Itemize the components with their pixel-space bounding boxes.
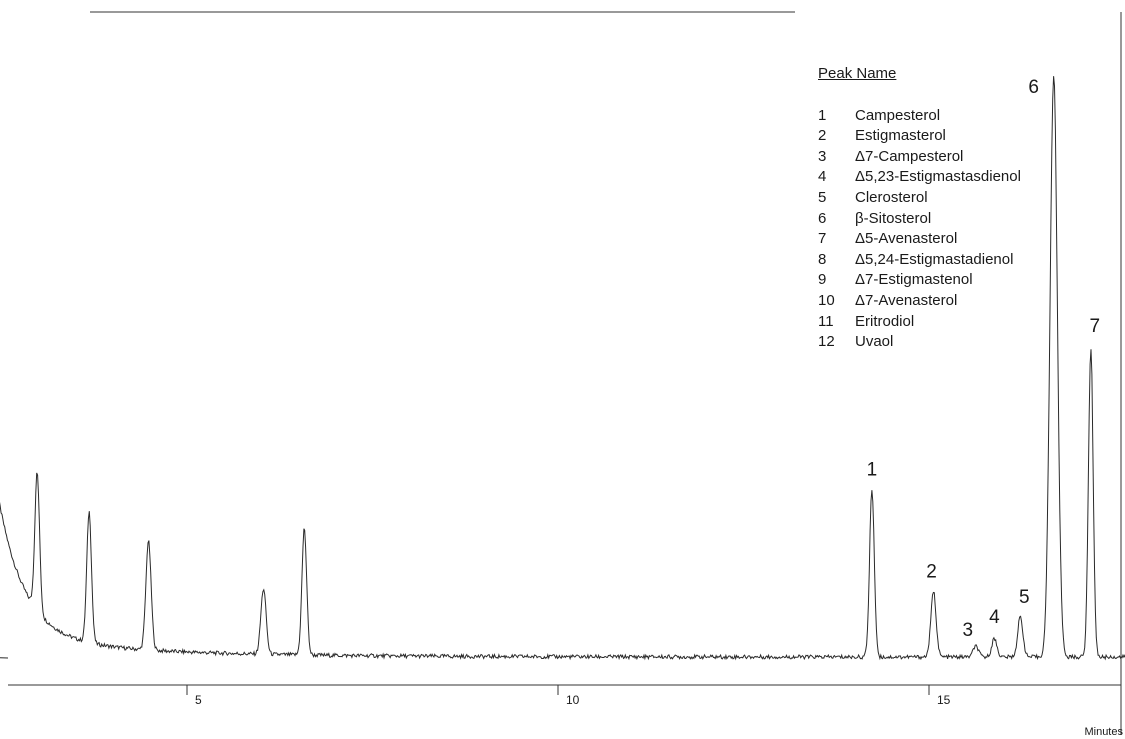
legend-entry-name: Campesterol [855, 106, 941, 124]
legend-entry-number: 3 [818, 147, 827, 165]
legend-entry: 5 Clerosterol [818, 188, 1118, 209]
peak-label-7: 7 [1090, 316, 1101, 337]
legend-entry: 8 Δ5,24-Estigmastadienol [818, 250, 1118, 271]
x-axis-label: Minutes [1084, 726, 1123, 738]
legend-entries: 1 Campesterol 2 Estigmasterol 3 Δ7-Campestero… [818, 106, 1118, 353]
legend-entry-name: Δ7-Avenasterol [855, 291, 958, 309]
legend-entry-number: 2 [818, 127, 827, 145]
legend-title: Peak Name [818, 65, 897, 82]
legend-entry: 7 Δ5-Avenasterol [818, 229, 1118, 250]
legend-entry-number: 6 [818, 209, 827, 227]
legend-entry: 6 β-Sitosterol [818, 209, 1118, 230]
peak-label-2: 2 [926, 562, 937, 583]
legend-entry: 10 Δ7-Avenasterol [818, 291, 1118, 312]
legend-entry-name: Δ5,23-Estigmastasdienol [855, 168, 1021, 186]
x-axis-ticks: 510152025 [186, 685, 951, 707]
legend-entry-name: Eritrodiol [855, 312, 915, 330]
legend-entry-name: Uvaol [855, 333, 894, 351]
legend-entry: 9 Δ7-Estigmastenol [818, 270, 1118, 291]
legend-entry: 3 Δ7-Campesterol [818, 147, 1118, 168]
peak-label-3: 3 [963, 620, 974, 641]
legend-entry-number: 10 [818, 291, 835, 309]
legend-entry-number: 9 [818, 271, 827, 289]
peak-label-1: 1 [867, 460, 878, 481]
legend-entry-number: 7 [818, 230, 827, 248]
legend-entry-number: 4 [818, 168, 827, 186]
legend-entry-name: Δ5,24-Estigmastadienol [855, 250, 1014, 268]
legend-entry-number: 12 [818, 333, 835, 351]
legend-entry-number: 1 [818, 106, 827, 124]
legend-entry: 2 Estigmasterol [818, 126, 1118, 147]
legend-entry: 12 Uvaol [818, 332, 1118, 353]
plot-frame [8, 11, 1122, 735]
legend-entry-number: 8 [818, 250, 827, 268]
legend-entry: 1 Campesterol [818, 106, 1118, 127]
peak-legend: Peak Name 1 Campesterol 2 Estigmasterol 3 Δ7-… [818, 64, 1118, 353]
legend-entry-number: 5 [818, 188, 827, 206]
legend-entry-name: Δ7-Estigmastenol [855, 271, 973, 289]
x-tick-label: 5 [195, 693, 202, 707]
legend-entry-name: β-Sitosterol [855, 209, 932, 227]
legend-entry-name: Clerosterol [855, 188, 928, 206]
peak-labels: 123456789101112 [867, 77, 1101, 641]
legend-entry: 11 Eritrodiol [818, 312, 1118, 333]
legend-entry: 4 Δ5,23-Estigmastasdienol [818, 167, 1118, 188]
x-tick-label: 10 [566, 693, 580, 707]
peak-label-5: 5 [1019, 587, 1030, 608]
legend-entry-name: Δ5-Avenasterol [855, 230, 958, 248]
legend-entry-number: 11 [818, 312, 834, 330]
x-tick-label: 15 [937, 693, 951, 707]
legend-entry-name: Estigmasterol [855, 127, 946, 145]
peak-label-4: 4 [989, 607, 1000, 628]
chromatogram-trace [0, 76, 1125, 661]
peak-label-6: 6 [1028, 77, 1039, 98]
legend-entry-name: Δ7-Campesterol [855, 147, 964, 165]
